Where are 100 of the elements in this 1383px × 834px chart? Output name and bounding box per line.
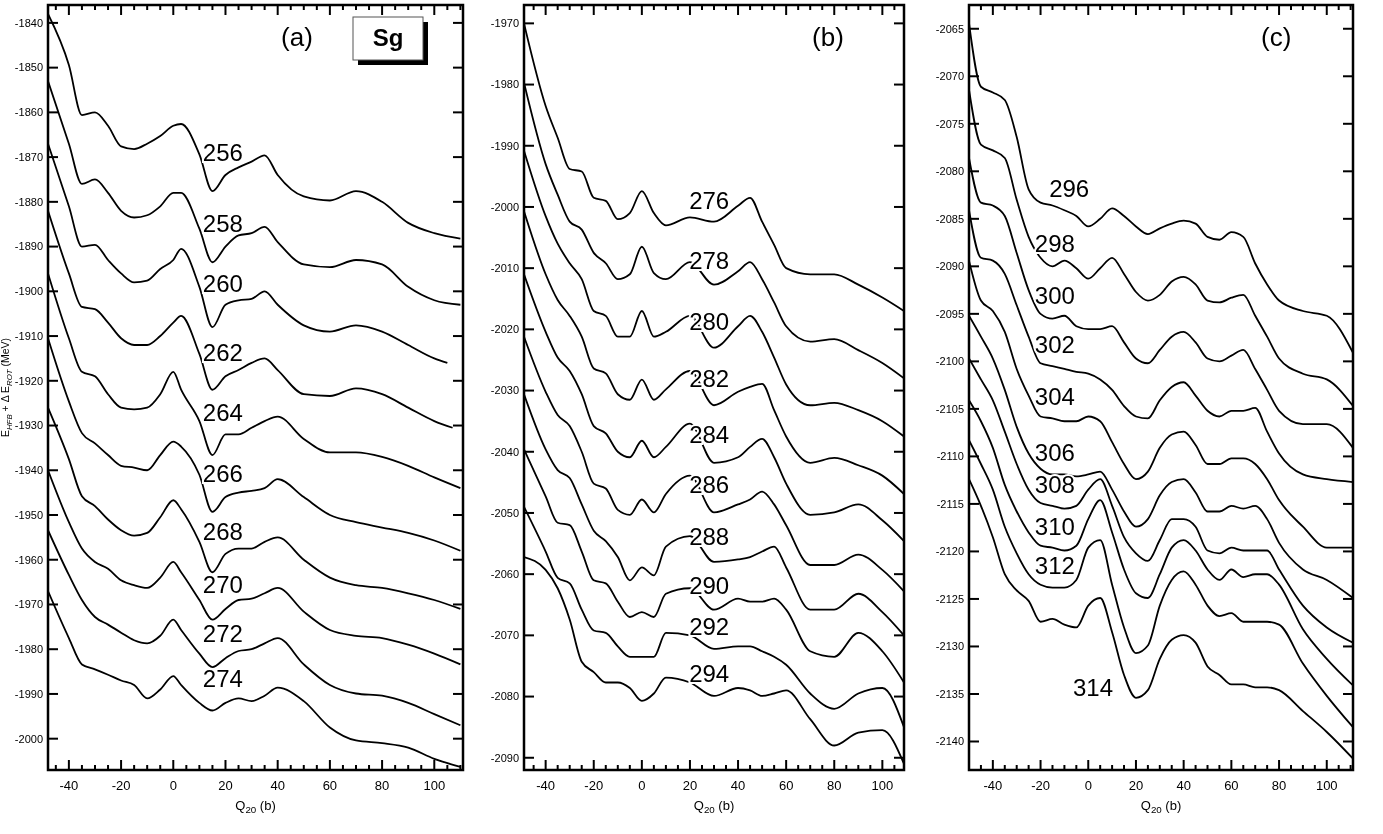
annotation: (a) xyxy=(281,22,313,52)
y-tick-label: -2040 xyxy=(490,445,519,458)
x-tick-label: 80 xyxy=(827,778,842,793)
series-label: 312 xyxy=(1034,551,1075,579)
y-tick-label: -2095 xyxy=(935,307,964,320)
y-tick-label: -2130 xyxy=(935,640,964,653)
y-tick-label: -2120 xyxy=(935,545,964,558)
y-tick-label: -1870 xyxy=(14,150,43,163)
series-label: 298 xyxy=(1034,229,1075,257)
y-tick-label: -2090 xyxy=(935,260,964,273)
y-tick-label: -1890 xyxy=(14,240,43,253)
y-tick-label: -2115 xyxy=(936,497,964,510)
y-tick-label: -2110 xyxy=(936,450,964,463)
series-label: 262 xyxy=(202,339,243,367)
y-tick-label: -1940 xyxy=(14,464,43,477)
x-tick-label: 100 xyxy=(423,778,446,793)
y-tick-label: -1970 xyxy=(14,598,43,611)
y-tick-label: -1850 xyxy=(14,61,43,74)
y-tick-label: -2080 xyxy=(935,165,964,178)
x-tick-label: 40 xyxy=(270,778,285,793)
y-tick-label: -1950 xyxy=(14,508,43,521)
y-tick-label: -1900 xyxy=(14,285,43,298)
x-tick-label: 20 xyxy=(218,778,233,793)
y-tick-label: -2000 xyxy=(490,200,519,213)
y-tick-label: -2100 xyxy=(935,355,964,368)
y-tick-label: -1980 xyxy=(490,78,519,91)
series-label: 306 xyxy=(1034,438,1075,466)
x-tick-label: 40 xyxy=(1176,778,1191,793)
series-label: 294 xyxy=(689,659,730,687)
series-label: 310 xyxy=(1034,512,1075,540)
series-label: 278 xyxy=(689,246,730,274)
x-tick-label: 20 xyxy=(682,778,698,793)
x-axis-title: Q$_{20}$ (b) xyxy=(693,798,735,815)
y-tick-label: -2105 xyxy=(935,402,964,415)
series-label: 308 xyxy=(1034,470,1075,498)
y-tick-label: -1970 xyxy=(490,17,519,30)
x-tick-label: -40 xyxy=(59,778,79,793)
series-label: 274 xyxy=(202,664,243,692)
y-tick-label: -2050 xyxy=(490,506,519,519)
series-label: 296 xyxy=(1049,174,1090,202)
y-tick-label: -1840 xyxy=(14,16,43,29)
series-label: 266 xyxy=(202,460,243,488)
y-tick-label: -2020 xyxy=(490,323,519,336)
series-label: 302 xyxy=(1034,331,1075,359)
x-tick-label: 60 xyxy=(1224,778,1239,793)
x-axis-title: Q$_{20}$ (b) xyxy=(1140,798,1182,815)
annotation: (b) xyxy=(812,22,844,52)
y-tick-label: -1860 xyxy=(14,106,43,119)
series-label: 290 xyxy=(689,571,730,599)
x-tick-label: 60 xyxy=(322,778,338,793)
y-tick-label: -1920 xyxy=(14,374,43,387)
series-label: 292 xyxy=(689,612,730,640)
x-axis-title: Q$_{20}$ (b) xyxy=(235,798,276,815)
series-label: 304 xyxy=(1034,383,1075,411)
y-tick-label: -2065 xyxy=(935,22,964,35)
y-tick-label: -1930 xyxy=(14,419,43,432)
y-tick-label: -2010 xyxy=(490,262,519,275)
series-label: 268 xyxy=(202,517,243,545)
x-tick-label: -40 xyxy=(536,778,556,793)
x-tick-label: 40 xyxy=(730,778,746,793)
y-tick-label: -2140 xyxy=(935,735,964,748)
y-tick-label: -1960 xyxy=(14,553,43,566)
x-tick-label: 0 xyxy=(638,778,646,793)
x-tick-label: 60 xyxy=(778,778,794,793)
series-label: 276 xyxy=(689,187,730,215)
x-tick-label: -20 xyxy=(1031,778,1050,793)
x-tick-label: -40 xyxy=(983,778,1003,793)
series-label: 258 xyxy=(202,210,243,238)
text: Sg xyxy=(372,24,404,52)
y-tick-label: -1990 xyxy=(490,139,519,152)
x-tick-label: 80 xyxy=(1271,778,1287,793)
y-tick-label: -2135 xyxy=(935,687,964,700)
series-label: 256 xyxy=(202,138,243,166)
annotation: (c) xyxy=(1261,22,1292,52)
x-tick-label: 80 xyxy=(374,778,390,793)
y-tick-label: -2075 xyxy=(935,117,964,130)
x-tick-label: 100 xyxy=(1315,778,1338,793)
y-tick-label: -1990 xyxy=(14,687,43,700)
series-label: 288 xyxy=(689,523,730,551)
x-tick-label: 20 xyxy=(1128,778,1144,793)
y-tick-label: -2080 xyxy=(490,690,519,703)
series-label: 264 xyxy=(202,398,243,426)
x-tick-label: -20 xyxy=(111,778,131,793)
y-tick-label: -2085 xyxy=(935,212,964,225)
y-tick-label: -2000 xyxy=(14,732,43,745)
y-tick-label: -2070 xyxy=(935,70,964,83)
x-tick-label: 0 xyxy=(1084,778,1092,793)
series-label: 300 xyxy=(1034,282,1075,310)
x-tick-label: 100 xyxy=(871,778,894,793)
y-tick-label: -2060 xyxy=(490,568,519,581)
series-label: 260 xyxy=(202,269,243,297)
x-tick-label: -20 xyxy=(584,778,604,793)
series-label: 314 xyxy=(1073,673,1114,701)
y-tick-label: -2125 xyxy=(935,592,964,605)
y-tick-label: -1980 xyxy=(14,643,43,656)
series-label: 272 xyxy=(202,620,243,648)
y-tick-label: -2070 xyxy=(490,629,519,642)
y-tick-label: -2090 xyxy=(490,751,519,764)
y-tick-label: -2030 xyxy=(490,384,519,397)
y-tick-label: -1880 xyxy=(14,195,43,208)
